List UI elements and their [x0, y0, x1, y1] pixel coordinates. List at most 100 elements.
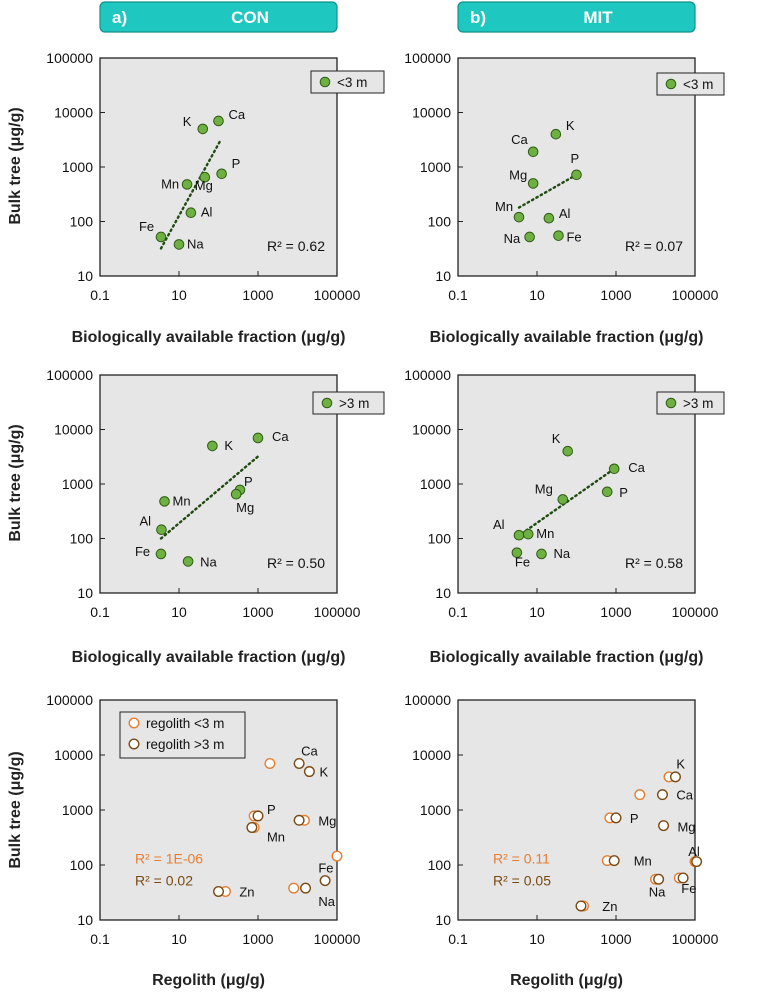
point-label-zn: Zn: [239, 884, 254, 899]
point-label-fe: Fe: [515, 555, 530, 570]
y-tick-label: 10: [77, 268, 93, 284]
y-tick-label: 100: [70, 531, 94, 547]
point-label-fe: Fe: [681, 881, 696, 896]
y-tick-label: 10: [435, 912, 451, 928]
y-tick-label: 1000: [420, 159, 451, 175]
header-mit-box: [457, 1, 696, 33]
legend-box: [312, 391, 385, 415]
y-tick-label: 10: [435, 268, 451, 284]
data-point-fe: [155, 231, 167, 243]
point-label-k: K: [552, 431, 561, 446]
y-tick-label: 10000: [54, 105, 93, 121]
x-axis-label: Biologically available fraction (μg/g): [72, 649, 346, 666]
x-tick-label: 0.1: [448, 287, 468, 303]
y-tick-label: 100000: [404, 367, 451, 383]
x-tick-label: 100000: [672, 604, 719, 620]
legend-marker: [128, 717, 140, 729]
x-tick-label: 0.1: [448, 604, 468, 620]
legend-label: <3 m: [683, 77, 713, 92]
x-axis-label: Biologically available fraction (μg/g): [72, 329, 346, 346]
x-tick-label: 0.1: [448, 931, 468, 947]
r-squared-brown: R² = 0.05: [493, 872, 551, 888]
y-tick-label: 100000: [46, 692, 93, 708]
x-tick-label: 10: [171, 287, 187, 303]
data-point-brown: [212, 885, 224, 897]
legend-label: regolith >3 m: [146, 737, 224, 752]
point-label-p: P: [244, 474, 253, 489]
point-label-na: Na: [200, 554, 217, 569]
data-point-k: [550, 128, 562, 140]
data-point-k: [562, 445, 574, 457]
x-tick-label: 10: [171, 931, 187, 947]
point-label-ca: Ca: [301, 744, 318, 759]
point-label-mg: Mg: [677, 820, 695, 835]
data-point-mn: [522, 528, 534, 540]
plot-area: [457, 57, 696, 277]
legend-box: [310, 70, 385, 94]
data-point-brown: [691, 856, 703, 868]
data-point-mn: [159, 496, 170, 507]
point-label-na: Na: [187, 236, 204, 251]
legend-box: [656, 72, 725, 96]
point-label-fe: Fe: [139, 219, 154, 234]
y-tick-label: 100: [428, 214, 452, 230]
point-label-al: Al: [139, 514, 151, 529]
y-tick-label: 100000: [404, 692, 451, 708]
x-tick-label: 0.1: [90, 931, 110, 947]
point-label-fe: Fe: [318, 861, 333, 876]
chart-con-gt3: 0.1 10 1000 100000 10 100 1000 10000 100000 Biolo…: [46, 367, 385, 666]
chart-panels: 0.1 10 1000 100000 10 100 1000 10000 100000 Biolo…: [46, 50, 725, 989]
x-tick-label: 100000: [314, 931, 361, 947]
header-con-box: [99, 1, 338, 33]
y-tick-label: 10: [77, 912, 93, 928]
point-label-k: K: [183, 114, 192, 129]
y-tick-label: 100: [428, 531, 452, 547]
data-point-brown: [293, 814, 305, 826]
y-tick-label: 100000: [46, 367, 93, 383]
point-label-mn: Mn: [267, 829, 285, 844]
data-point-na: [182, 556, 194, 567]
point-label-al: Al: [493, 517, 505, 532]
data-point-mg: [527, 178, 539, 189]
data-point-mg: [230, 488, 242, 500]
x-tick-label: 100000: [672, 931, 719, 947]
y-axis-label-row1: Bulk tree (μg/g): [7, 107, 24, 224]
point-label-k: K: [224, 438, 233, 453]
data-point-brown: [608, 855, 620, 867]
data-point-brown: [246, 822, 258, 834]
data-point-brown: [300, 882, 312, 894]
data-point-na: [524, 231, 535, 243]
point-label-al: Al: [688, 844, 700, 859]
chart-mit-lt3: 0.1 10 1000 100000 10 100 1000 10000 100000 Biolo…: [404, 50, 725, 346]
plot-area: [457, 374, 696, 594]
x-axis-label: Biologically available fraction (μg/g): [430, 329, 704, 346]
x-tick-label: 1000: [242, 287, 273, 303]
y-tick-label: 10000: [54, 747, 93, 763]
trendline: [159, 455, 260, 540]
legend-label: >3 m: [683, 396, 713, 411]
data-point-mg: [557, 494, 569, 505]
point-label-ca: Ca: [511, 132, 528, 147]
header-mit: b) MIT: [457, 1, 696, 33]
x-tick-label: 0.1: [90, 287, 110, 303]
data-point-brown: [252, 810, 264, 822]
y-tick-label: 1000: [420, 476, 451, 492]
x-tick-label: 10: [529, 931, 545, 947]
point-label-p: P: [267, 802, 276, 817]
data-point-brown: [669, 771, 681, 783]
x-tick-label: 100000: [314, 604, 361, 620]
r-squared: R² = 0.50: [267, 555, 325, 571]
header-mit-letter: b): [470, 8, 486, 27]
point-label-ca: Ca: [676, 788, 693, 803]
point-label-na: Na: [554, 546, 571, 561]
point-label-p: P: [619, 485, 628, 500]
chart-con-regolith: 0.1 10 1000 100000 10 100 1000 10000 100000 Regol…: [46, 692, 360, 989]
y-axis-label-row2: Bulk tree (μg/g): [7, 424, 24, 541]
point-label-p: P: [571, 151, 580, 166]
r-squared-orange: R² = 0.11: [493, 850, 550, 866]
data-point-ca: [527, 146, 539, 158]
trendline: [516, 467, 616, 538]
y-tick-label: 100: [70, 214, 94, 230]
data-point-k: [197, 123, 209, 135]
point-label-al: Al: [201, 205, 213, 220]
